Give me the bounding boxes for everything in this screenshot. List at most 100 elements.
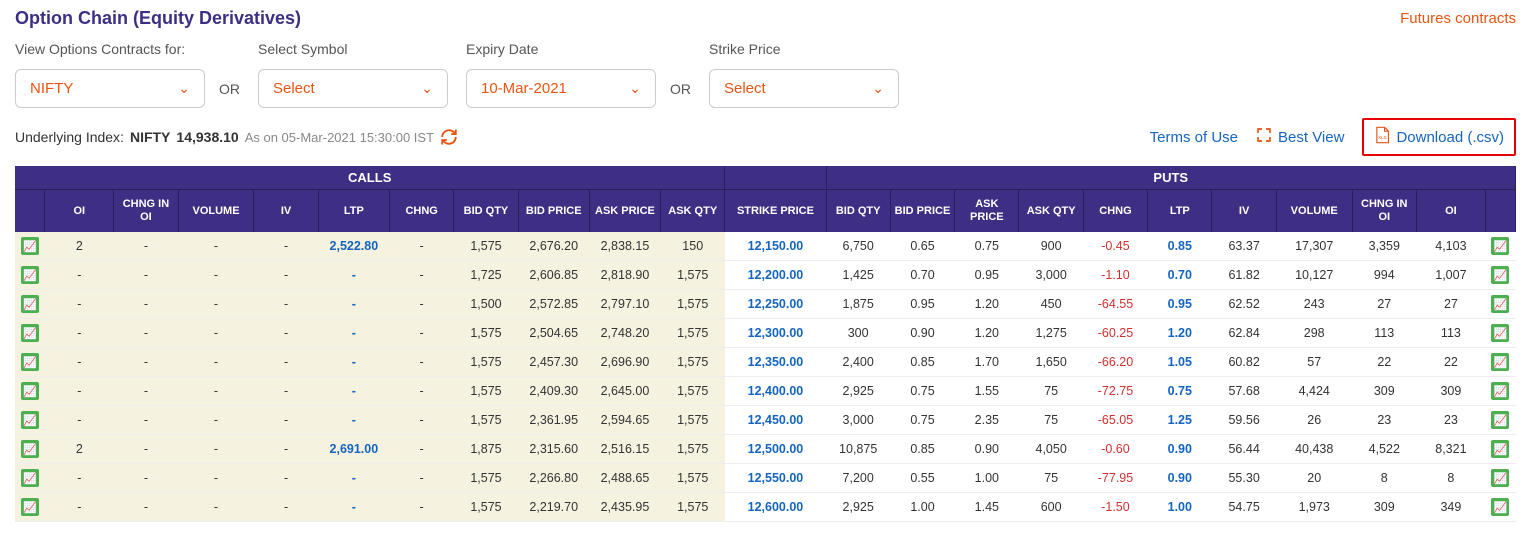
cell-p-ltp[interactable]: 1.20 [1148, 319, 1212, 348]
symbol-label: Select Symbol [258, 41, 448, 57]
cell-c-ltp[interactable]: - [318, 377, 389, 406]
cell-c-bp: 2,219.70 [518, 493, 589, 522]
chart-icon[interactable]: 📈 [1491, 498, 1509, 516]
chart-icon[interactable]: 📈 [1491, 266, 1509, 284]
cell-p-ltp[interactable]: 0.75 [1148, 377, 1212, 406]
cell-p-chng: -72.75 [1083, 377, 1147, 406]
expiry-select[interactable]: 10-Mar-2021 ⌄ [466, 69, 656, 108]
cell-strike[interactable]: 12,150.00 [725, 232, 826, 261]
cell-p-vol: 17,307 [1276, 232, 1352, 261]
chart-icon[interactable]: 📈 [21, 324, 39, 342]
cell-p-ap: 0.75 [955, 232, 1019, 261]
cell-p-vol: 243 [1276, 290, 1352, 319]
chart-icon[interactable]: 📈 [21, 498, 39, 516]
cell-strike[interactable]: 12,500.00 [725, 435, 826, 464]
cell-strike[interactable]: 12,400.00 [725, 377, 826, 406]
cell-c-ltp[interactable]: 2,522.80 [318, 232, 389, 261]
cell-c-ltp[interactable]: - [318, 319, 389, 348]
cell-p-ltp[interactable]: 0.90 [1148, 464, 1212, 493]
cell-c-ltp[interactable]: - [318, 493, 389, 522]
cell-c-ltp[interactable]: - [318, 290, 389, 319]
download-label: Download (.csv) [1396, 129, 1504, 146]
download-csv-link[interactable]: XLS Download (.csv) [1374, 126, 1504, 148]
col-chart [1485, 190, 1515, 233]
cell-p-chng-oi: 8 [1352, 464, 1416, 493]
chart-icon[interactable]: 📈 [21, 382, 39, 400]
cell-c-ltp[interactable]: - [318, 406, 389, 435]
cell-c-bp: 2,266.80 [518, 464, 589, 493]
cell-c-ltp[interactable]: - [318, 261, 389, 290]
cell-c-aq: 1,575 [661, 261, 725, 290]
cell-c-iv: - [254, 232, 318, 261]
cell-c-ltp[interactable]: - [318, 464, 389, 493]
chart-icon[interactable]: 📈 [21, 295, 39, 313]
symbol-select[interactable]: Select ⌄ [258, 69, 448, 108]
chart-icon[interactable]: 📈 [1491, 382, 1509, 400]
cell-c-chng: - [389, 319, 453, 348]
cell-c-ltp[interactable]: 2,691.00 [318, 435, 389, 464]
cell-c-bq: 1,575 [454, 319, 518, 348]
cell-p-vol: 20 [1276, 464, 1352, 493]
cell-p-ltp[interactable]: 0.70 [1148, 261, 1212, 290]
cell-p-ap: 1.55 [955, 377, 1019, 406]
cell-c-oi: - [45, 464, 114, 493]
cell-c-bq: 1,575 [454, 464, 518, 493]
puts-header: PUTS [826, 166, 1516, 190]
cell-c-chng-oi: - [114, 290, 178, 319]
calls-header: CALLS [15, 166, 725, 190]
cell-p-chng: -66.20 [1083, 348, 1147, 377]
cell-p-ltp[interactable]: 1.05 [1148, 348, 1212, 377]
chart-icon[interactable]: 📈 [1491, 411, 1509, 429]
chart-icon[interactable]: 📈 [1491, 237, 1509, 255]
option-chain-table: CALLS PUTS OI CHNG IN OI VOLUME IV LTP C… [15, 166, 1516, 522]
cell-c-vol: - [178, 348, 254, 377]
chart-icon[interactable]: 📈 [1491, 469, 1509, 487]
refresh-icon[interactable] [440, 128, 458, 146]
cell-c-ltp[interactable]: - [318, 348, 389, 377]
cell-p-iv: 55.30 [1212, 464, 1276, 493]
cell-strike[interactable]: 12,200.00 [725, 261, 826, 290]
cell-p-ltp[interactable]: 1.25 [1148, 406, 1212, 435]
cell-c-iv: - [254, 261, 318, 290]
cell-c-aq: 1,575 [661, 290, 725, 319]
cell-strike[interactable]: 12,250.00 [725, 290, 826, 319]
cell-p-ltp[interactable]: 0.90 [1148, 435, 1212, 464]
cell-p-ltp[interactable]: 0.95 [1148, 290, 1212, 319]
chart-icon[interactable]: 📈 [21, 353, 39, 371]
cell-c-bq: 1,875 [454, 435, 518, 464]
chart-icon[interactable]: 📈 [21, 411, 39, 429]
cell-c-iv: - [254, 319, 318, 348]
best-view-link[interactable]: Best View [1256, 127, 1344, 147]
cell-p-ltp[interactable]: 1.00 [1148, 493, 1212, 522]
cell-strike[interactable]: 12,450.00 [725, 406, 826, 435]
cell-strike[interactable]: 12,300.00 [725, 319, 826, 348]
cell-c-chng: - [389, 464, 453, 493]
terms-of-use-link[interactable]: Terms of Use [1150, 129, 1238, 146]
chart-icon[interactable]: 📈 [21, 266, 39, 284]
chart-icon[interactable]: 📈 [1491, 324, 1509, 342]
strike-select[interactable]: Select ⌄ [709, 69, 899, 108]
chart-icon[interactable]: 📈 [21, 237, 39, 255]
chart-icon[interactable]: 📈 [1491, 295, 1509, 313]
cell-c-bp: 2,409.30 [518, 377, 589, 406]
chart-icon[interactable]: 📈 [21, 440, 39, 458]
cell-c-ap: 2,488.65 [589, 464, 660, 493]
cell-p-bq: 1,425 [826, 261, 890, 290]
chart-icon[interactable]: 📈 [21, 469, 39, 487]
cell-c-bq: 1,575 [454, 348, 518, 377]
chart-icon[interactable]: 📈 [1491, 353, 1509, 371]
contracts-select[interactable]: NIFTY ⌄ [15, 69, 205, 108]
chart-icon[interactable]: 📈 [1491, 440, 1509, 458]
futures-contracts-link[interactable]: Futures contracts [1400, 10, 1516, 27]
cell-p-iv: 56.44 [1212, 435, 1276, 464]
cell-c-vol: - [178, 406, 254, 435]
cell-p-ltp[interactable]: 0.85 [1148, 232, 1212, 261]
cell-c-bp: 2,676.20 [518, 232, 589, 261]
cell-c-oi: - [45, 493, 114, 522]
cell-strike[interactable]: 12,350.00 [725, 348, 826, 377]
cell-strike[interactable]: 12,600.00 [725, 493, 826, 522]
cell-p-ap: 1.20 [955, 319, 1019, 348]
col-p-ltp: LTP [1148, 190, 1212, 233]
cell-c-vol: - [178, 232, 254, 261]
cell-strike[interactable]: 12,550.00 [725, 464, 826, 493]
